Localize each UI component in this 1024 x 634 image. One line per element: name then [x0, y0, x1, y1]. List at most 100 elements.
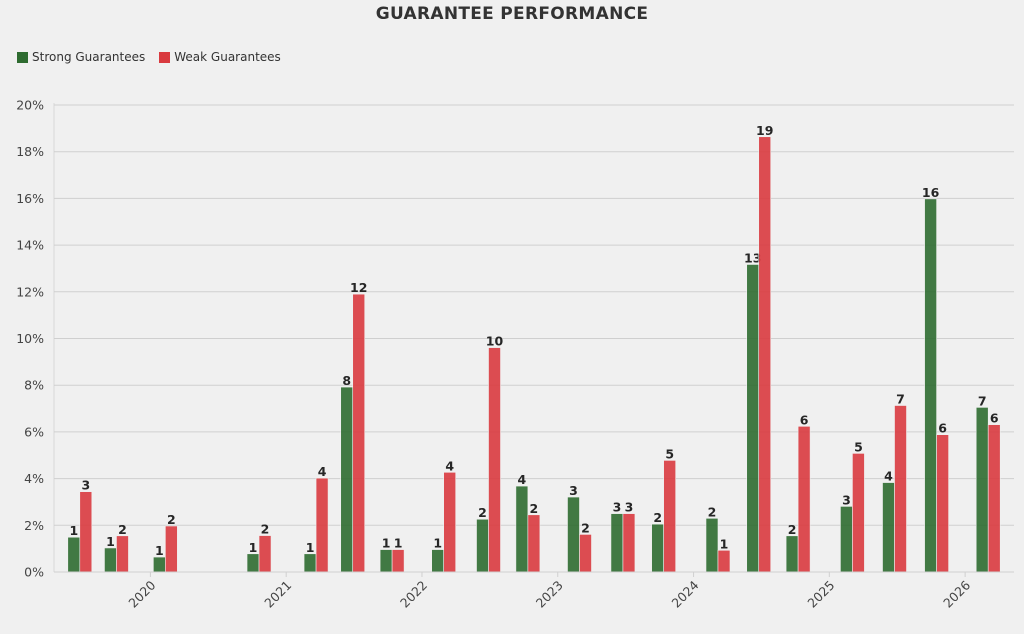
data-label-strong: 4 [518, 472, 527, 487]
y-tick-label: 6% [24, 424, 44, 439]
y-tick-label: 12% [16, 284, 44, 299]
data-label-weak: 2 [118, 522, 127, 537]
data-label-weak: 6 [990, 411, 999, 426]
data-label-weak: 3 [625, 500, 634, 515]
data-label-weak: 1 [720, 536, 729, 551]
data-label-strong: 8 [342, 373, 351, 388]
bar-weak [852, 453, 865, 573]
legend-swatch-weak [159, 51, 171, 63]
x-tick-label: 2020 [125, 577, 158, 610]
bar-weak [987, 424, 1001, 573]
bar-weak [258, 535, 272, 573]
data-label-weak: 2 [167, 512, 176, 527]
x-tick-label: 2025 [804, 578, 837, 611]
data-label-weak: 6 [938, 421, 947, 436]
data-label-weak: 5 [854, 439, 863, 454]
x-tick-label: 2021 [261, 578, 294, 611]
bar-weak [797, 425, 811, 573]
data-label-strong: 3 [569, 483, 578, 498]
bar-weak [352, 293, 366, 573]
data-label-strong: 16 [922, 185, 940, 200]
bar-weak [894, 405, 907, 573]
data-label-strong: 7 [978, 393, 987, 408]
bar-strong [567, 496, 580, 573]
x-tick-label: 2023 [533, 578, 566, 611]
bar-strong [610, 513, 624, 573]
bar-weak [622, 513, 636, 573]
bar-strong [303, 553, 317, 573]
y-tick-label: 0% [24, 565, 44, 580]
bar-weak [443, 471, 457, 573]
y-tick-label: 20% [16, 98, 44, 113]
y-tick-label: 4% [24, 471, 44, 486]
chart-title: GUARANTEE PERFORMANCE [375, 4, 649, 24]
bar-weak [663, 460, 676, 573]
bar-weak [717, 549, 731, 573]
data-label-strong: 1 [155, 543, 164, 558]
legend-label-weak: Weak Guarantees [174, 50, 281, 64]
data-label-strong: 1 [433, 536, 442, 551]
data-label-strong: 1 [249, 540, 258, 555]
bar-strong [840, 506, 853, 573]
data-label-strong: 2 [653, 510, 662, 525]
bar-strong [975, 407, 989, 573]
bar-strong [379, 549, 393, 573]
data-label-weak: 2 [261, 522, 270, 537]
bar-strong [104, 547, 117, 573]
y-tick-label: 2% [24, 518, 44, 533]
data-label-weak: 7 [896, 392, 905, 407]
bar-weak [758, 136, 772, 573]
y-tick-label: 18% [16, 144, 44, 159]
data-label-strong: 13 [744, 250, 761, 265]
data-label-strong: 2 [478, 505, 487, 520]
y-tick-label: 16% [16, 191, 44, 206]
bar-weak [488, 347, 501, 573]
y-tick-label: 8% [24, 378, 44, 393]
data-label-weak: 4 [445, 458, 454, 473]
data-label-strong: 4 [884, 469, 893, 484]
bar-strong [785, 535, 799, 573]
legend-swatch-strong [17, 51, 28, 63]
bar-strong [882, 482, 895, 573]
data-label-weak: 12 [350, 280, 367, 295]
data-label-weak: 19 [756, 123, 773, 138]
data-label-weak: 1 [394, 536, 403, 551]
bar-weak [116, 535, 129, 573]
data-label-strong: 1 [382, 536, 391, 551]
x-tick-label: 2024 [669, 577, 702, 610]
bar-strong [67, 536, 81, 573]
data-label-weak: 5 [665, 446, 674, 461]
y-tick-label: 14% [16, 238, 44, 253]
bar-strong [746, 264, 760, 573]
legend-item-strong: Strong Guarantees [17, 50, 145, 64]
legend-label-strong: Strong Guarantees [32, 50, 146, 64]
y-tick-label: 10% [16, 331, 44, 346]
x-tick-label: 2022 [397, 578, 430, 611]
data-label-weak: 3 [81, 478, 90, 493]
data-label-strong: 1 [69, 523, 78, 538]
bar-strong [431, 549, 445, 573]
bar-strong [705, 517, 719, 573]
data-label-strong: 3 [613, 500, 622, 515]
bar-strong [651, 523, 664, 573]
data-label-weak: 4 [318, 464, 327, 479]
bar-strong [340, 386, 354, 573]
bar-weak [579, 534, 592, 573]
bar-strong [153, 556, 166, 573]
data-label-weak: 6 [800, 412, 809, 427]
bar-weak [936, 434, 949, 573]
bar-strong [476, 518, 489, 573]
data-label-weak: 2 [581, 520, 590, 535]
data-label-strong: 2 [788, 522, 797, 537]
data-label-strong: 1 [106, 534, 115, 549]
bar-weak [527, 514, 541, 573]
data-label-weak: 10 [486, 334, 504, 349]
data-label-strong: 2 [708, 504, 717, 519]
bar-weak [165, 525, 178, 573]
data-label-strong: 3 [842, 492, 851, 507]
data-label-strong: 1 [306, 540, 315, 555]
bar-weak [391, 549, 405, 573]
bar-weak [79, 491, 93, 573]
bar-strong [246, 553, 260, 573]
